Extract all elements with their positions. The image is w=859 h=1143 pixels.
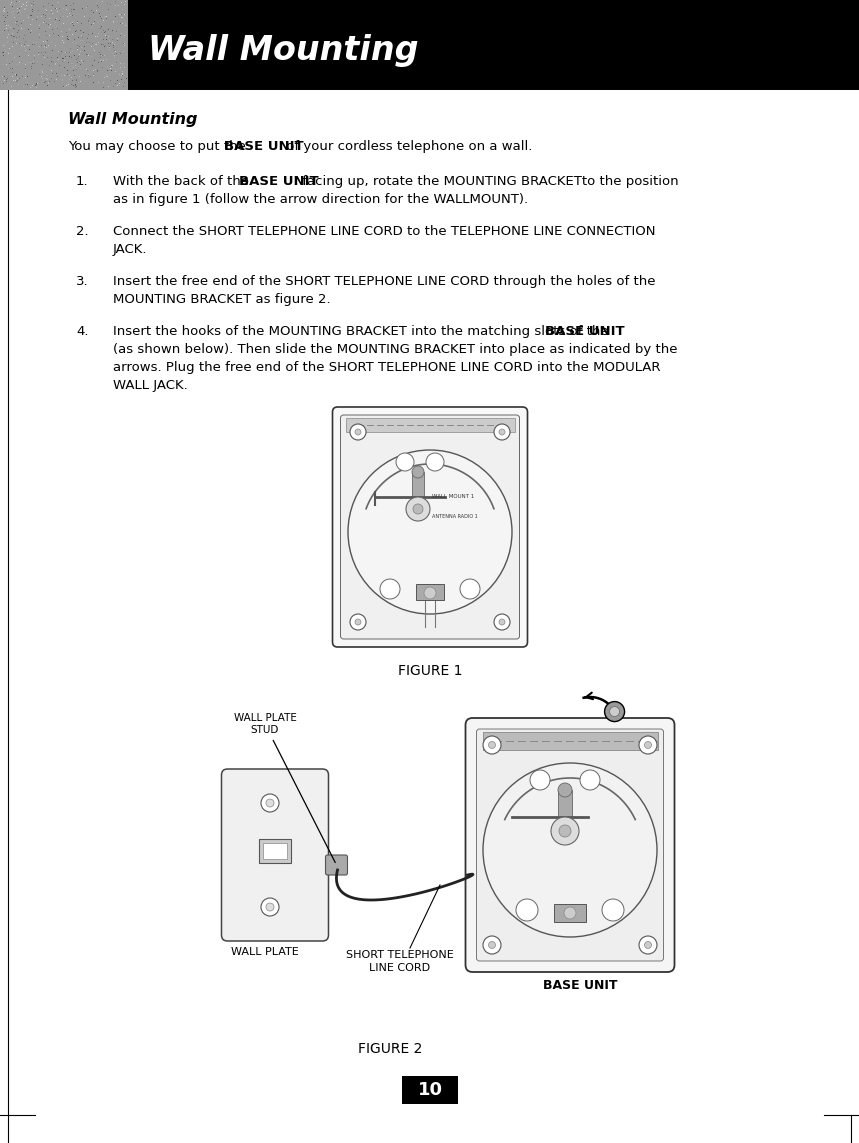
Text: 4.: 4. bbox=[76, 325, 88, 338]
Circle shape bbox=[460, 580, 480, 599]
Text: 1.: 1. bbox=[76, 175, 88, 187]
Circle shape bbox=[412, 466, 424, 478]
Text: BASE UNIT: BASE UNIT bbox=[543, 980, 618, 992]
Text: 10: 10 bbox=[417, 1081, 442, 1100]
Text: of your cordless telephone on a wall.: of your cordless telephone on a wall. bbox=[283, 139, 533, 153]
Circle shape bbox=[266, 903, 274, 911]
Text: Insert the free end of the SHORT TELEPHONE LINE CORD through the holes of the: Insert the free end of the SHORT TELEPHO… bbox=[113, 275, 655, 288]
Circle shape bbox=[580, 770, 600, 790]
Bar bbox=[412, 472, 424, 517]
Text: BASE UNIT: BASE UNIT bbox=[224, 139, 303, 153]
Text: facing up, rotate the MOUNTING BRACKETto the position: facing up, rotate the MOUNTING BRACKETto… bbox=[297, 175, 678, 187]
Circle shape bbox=[426, 453, 444, 471]
Text: WALL PLATE: WALL PLATE bbox=[231, 948, 299, 957]
Text: 2.: 2. bbox=[76, 225, 88, 238]
Text: LINE CORD: LINE CORD bbox=[369, 964, 430, 973]
Circle shape bbox=[558, 783, 572, 797]
Circle shape bbox=[644, 742, 651, 749]
Circle shape bbox=[266, 799, 274, 807]
Circle shape bbox=[489, 742, 496, 749]
Circle shape bbox=[644, 942, 651, 949]
Circle shape bbox=[380, 580, 400, 599]
Circle shape bbox=[483, 764, 657, 937]
Circle shape bbox=[424, 588, 436, 599]
Text: BASE UNIT: BASE UNIT bbox=[239, 175, 319, 187]
Circle shape bbox=[551, 817, 579, 845]
Text: arrows. Plug the free end of the SHORT TELEPHONE LINE CORD into the MODULAR: arrows. Plug the free end of the SHORT T… bbox=[113, 361, 661, 374]
Circle shape bbox=[348, 450, 512, 614]
Bar bbox=[128, 0, 859, 90]
Text: 3.: 3. bbox=[76, 275, 88, 288]
Text: SHORT TELEPHONE: SHORT TELEPHONE bbox=[346, 950, 454, 960]
Text: WALL JACK.: WALL JACK. bbox=[113, 379, 188, 392]
Circle shape bbox=[261, 898, 279, 916]
Text: WALL MOUNT 1: WALL MOUNT 1 bbox=[432, 494, 474, 499]
Bar bbox=[483, 732, 657, 750]
Circle shape bbox=[350, 614, 366, 630]
Text: Wall Mounting: Wall Mounting bbox=[68, 112, 198, 127]
Circle shape bbox=[610, 706, 619, 717]
Circle shape bbox=[559, 825, 571, 837]
Text: Wall Mounting: Wall Mounting bbox=[148, 34, 418, 67]
Text: Connect the SHORT TELEPHONE LINE CORD to the TELEPHONE LINE CONNECTION: Connect the SHORT TELEPHONE LINE CORD to… bbox=[113, 225, 655, 238]
Circle shape bbox=[516, 900, 538, 921]
Bar bbox=[0, 0, 128, 90]
Circle shape bbox=[530, 770, 550, 790]
Bar bbox=[558, 790, 572, 832]
Circle shape bbox=[639, 936, 657, 954]
FancyBboxPatch shape bbox=[222, 769, 328, 941]
Circle shape bbox=[483, 936, 501, 954]
FancyBboxPatch shape bbox=[326, 855, 348, 876]
Circle shape bbox=[602, 900, 624, 921]
Text: You may choose to put the: You may choose to put the bbox=[68, 139, 250, 153]
Text: With the back of the: With the back of the bbox=[113, 175, 253, 187]
FancyBboxPatch shape bbox=[332, 407, 527, 647]
Text: ANTENNA RADIO 1: ANTENNA RADIO 1 bbox=[432, 514, 478, 519]
Circle shape bbox=[499, 620, 505, 625]
Circle shape bbox=[564, 908, 576, 919]
Bar bbox=[263, 844, 287, 860]
Text: as in figure 1 (follow the arrow direction for the WALLMOUNT).: as in figure 1 (follow the arrow directi… bbox=[113, 193, 528, 206]
FancyBboxPatch shape bbox=[340, 415, 520, 639]
Circle shape bbox=[355, 620, 361, 625]
Text: (as shown below). Then slide the MOUNTING BRACKET into place as indicated by the: (as shown below). Then slide the MOUNTIN… bbox=[113, 343, 678, 355]
Circle shape bbox=[494, 424, 510, 440]
Circle shape bbox=[413, 504, 423, 514]
Text: FIGURE 1: FIGURE 1 bbox=[398, 664, 462, 678]
Circle shape bbox=[396, 453, 414, 471]
Text: MOUNTING BRACKET as figure 2.: MOUNTING BRACKET as figure 2. bbox=[113, 293, 331, 306]
Bar bbox=[554, 904, 586, 922]
Text: FIGURE 2: FIGURE 2 bbox=[358, 1042, 422, 1056]
FancyBboxPatch shape bbox=[466, 718, 674, 972]
Bar bbox=[259, 839, 291, 863]
Text: Insert the hooks of the MOUNTING BRACKET into the matching slots of the: Insert the hooks of the MOUNTING BRACKET… bbox=[113, 325, 612, 338]
Circle shape bbox=[261, 794, 279, 812]
Text: WALL PLATE
STUD: WALL PLATE STUD bbox=[234, 713, 335, 863]
Circle shape bbox=[494, 614, 510, 630]
Circle shape bbox=[489, 942, 496, 949]
Bar bbox=[416, 584, 444, 600]
Circle shape bbox=[355, 429, 361, 435]
Bar bbox=[402, 1076, 458, 1104]
Circle shape bbox=[350, 424, 366, 440]
Circle shape bbox=[605, 702, 624, 721]
FancyBboxPatch shape bbox=[477, 729, 663, 961]
Bar bbox=[345, 418, 515, 432]
Circle shape bbox=[639, 736, 657, 754]
Circle shape bbox=[499, 429, 505, 435]
Text: BASE UNIT: BASE UNIT bbox=[545, 325, 624, 338]
Circle shape bbox=[406, 497, 430, 521]
Circle shape bbox=[483, 736, 501, 754]
Text: JACK.: JACK. bbox=[113, 243, 148, 256]
